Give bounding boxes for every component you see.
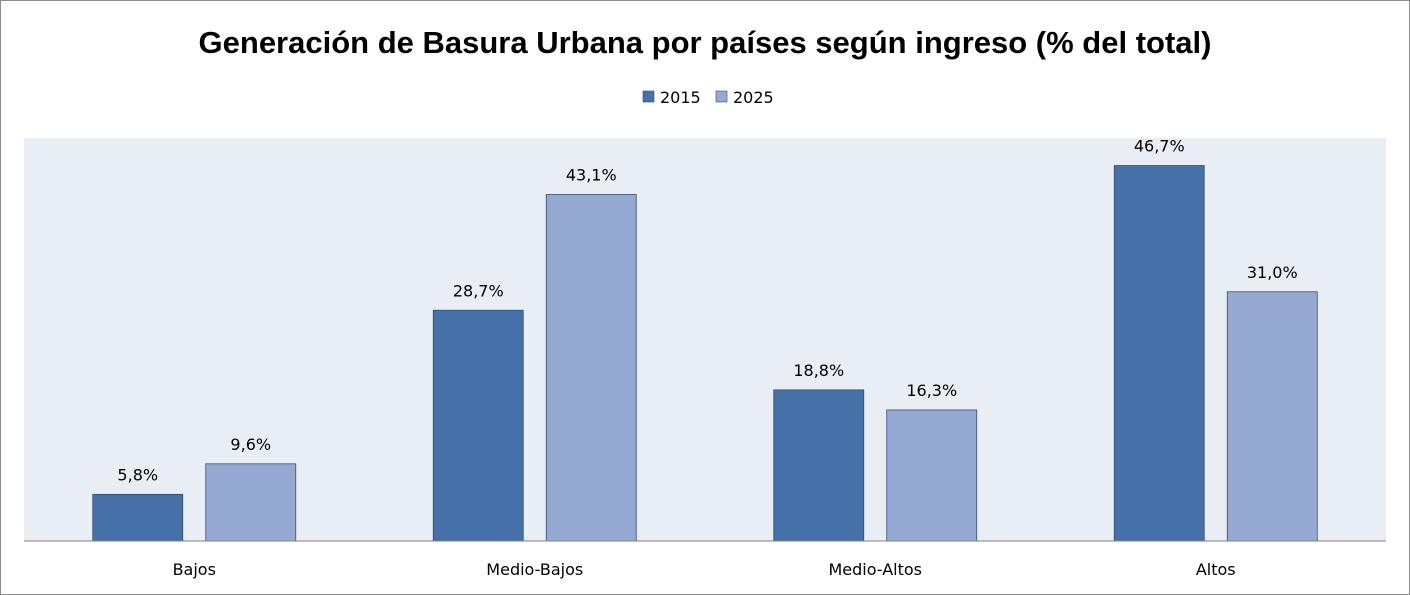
bar-altos-2015 bbox=[1113, 165, 1205, 542]
legend: 2015 2025 bbox=[642, 88, 774, 107]
value-label-medio-altos-2025: 16,3% bbox=[906, 381, 957, 400]
x-tick-label-medio-altos: Medio-Altos bbox=[828, 560, 922, 579]
legend-swatch-2015 bbox=[642, 90, 655, 103]
value-label-medio-altos-2015: 18,8% bbox=[793, 361, 844, 380]
value-label-altos-2025: 31,0% bbox=[1247, 263, 1298, 282]
legend-swatch-2025 bbox=[715, 90, 728, 103]
value-label-bajos-2025: 9,6% bbox=[230, 435, 271, 454]
bars bbox=[92, 165, 1318, 542]
bar-medio-altos-2025 bbox=[886, 409, 978, 542]
value-labels: 5,8% 9,6% 28,7% 43,1% 18,8% 16,3% 46,7% 31,0% bbox=[117, 137, 1297, 485]
legend-label-2015: 2015 bbox=[660, 88, 701, 107]
x-tick-labels: Bajos Medio-Bajos Medio-Altos Altos bbox=[173, 560, 1236, 579]
x-tick-label-altos: Altos bbox=[1196, 560, 1236, 579]
legend-label-2025: 2025 bbox=[733, 88, 774, 107]
chart-title: Generación de Basura Urbana por países s… bbox=[199, 25, 1212, 60]
value-label-medio-bajos-2015: 28,7% bbox=[453, 281, 504, 300]
x-tick-label-bajos: Bajos bbox=[173, 560, 216, 579]
bar-bajos-2015 bbox=[92, 493, 184, 542]
bar-medio-altos-2015 bbox=[773, 389, 865, 542]
value-label-altos-2015: 46,7% bbox=[1134, 137, 1185, 156]
x-tick-label-medio-bajos: Medio-Bajos bbox=[486, 560, 583, 579]
bar-altos-2025 bbox=[1226, 291, 1318, 542]
bar-medio-bajos-2025 bbox=[545, 194, 637, 542]
bar-medio-bajos-2015 bbox=[432, 309, 524, 542]
value-label-bajos-2015: 5,8% bbox=[117, 465, 158, 484]
value-label-medio-bajos-2025: 43,1% bbox=[566, 165, 617, 184]
bar-bajos-2025 bbox=[205, 463, 297, 542]
